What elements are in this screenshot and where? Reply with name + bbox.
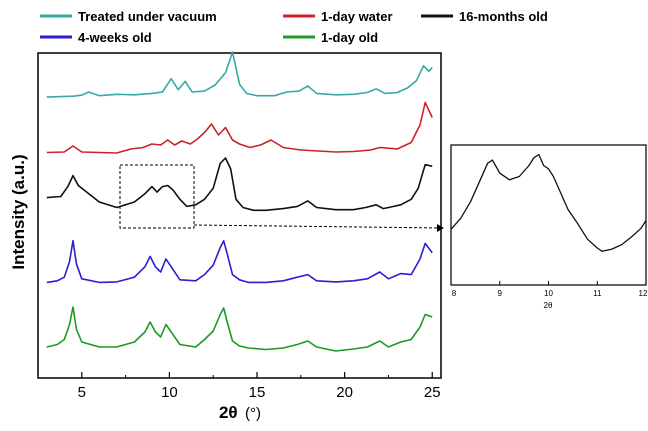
x-tick-label-10: 10 — [161, 384, 178, 401]
inset-x-tick-label-11: 11 — [593, 289, 602, 298]
x-tick-label-5: 5 — [78, 384, 86, 401]
main-plot: 5 10 15 20 25 — [37, 51, 445, 401]
inset-x-label: 2θ — [544, 301, 553, 310]
series-line-4 — [46, 306, 433, 352]
series-line-3 — [46, 240, 433, 284]
x-tick-label-15: 15 — [249, 384, 266, 401]
y-axis-label: Intensity (a.u.) — [9, 154, 28, 269]
zoom-arrow-head — [437, 224, 444, 232]
legend: Treated under vacuum 1-day water 16-mont… — [40, 9, 548, 45]
inset-x-ticks: 8 9 10 11 12 — [450, 281, 648, 298]
x-tick-label-20: 20 — [336, 384, 353, 401]
series-line-0 — [46, 51, 433, 98]
legend-label-2: 16-months old — [459, 9, 548, 24]
legend-label-1: 1-day water — [321, 9, 393, 24]
x-axis-label-unit: (°) — [245, 405, 261, 422]
inset-series-line-0 — [450, 153, 647, 252]
series-line-2 — [46, 157, 433, 212]
main-plot-frame — [37, 52, 442, 379]
x-axis-label: 2θ (°) — [219, 403, 261, 422]
x-axis-ticks: 5 10 15 20 25 — [78, 372, 441, 401]
inset-series-group — [450, 153, 647, 252]
inset-x-tick-label-8: 8 — [452, 289, 457, 298]
zoom-region-box — [119, 164, 195, 229]
inset-x-tick-label-10: 10 — [544, 289, 553, 298]
legend-label-0: Treated under vacuum — [78, 9, 217, 24]
legend-label-4: 1-day old — [321, 30, 378, 45]
inset-x-tick-label-12: 12 — [639, 289, 648, 298]
inset-x-tick-label-9: 9 — [498, 289, 503, 298]
x-tick-label-25: 25 — [424, 384, 441, 401]
x-axis-label-main: 2θ — [219, 403, 238, 422]
series-group — [46, 51, 433, 352]
series-line-1 — [46, 101, 433, 154]
zoom-arrow — [193, 224, 445, 229]
inset-frame — [450, 144, 647, 286]
legend-label-3: 4-weeks old — [78, 30, 152, 45]
inset-plot: 8 9 10 11 12 2θ — [450, 144, 648, 310]
